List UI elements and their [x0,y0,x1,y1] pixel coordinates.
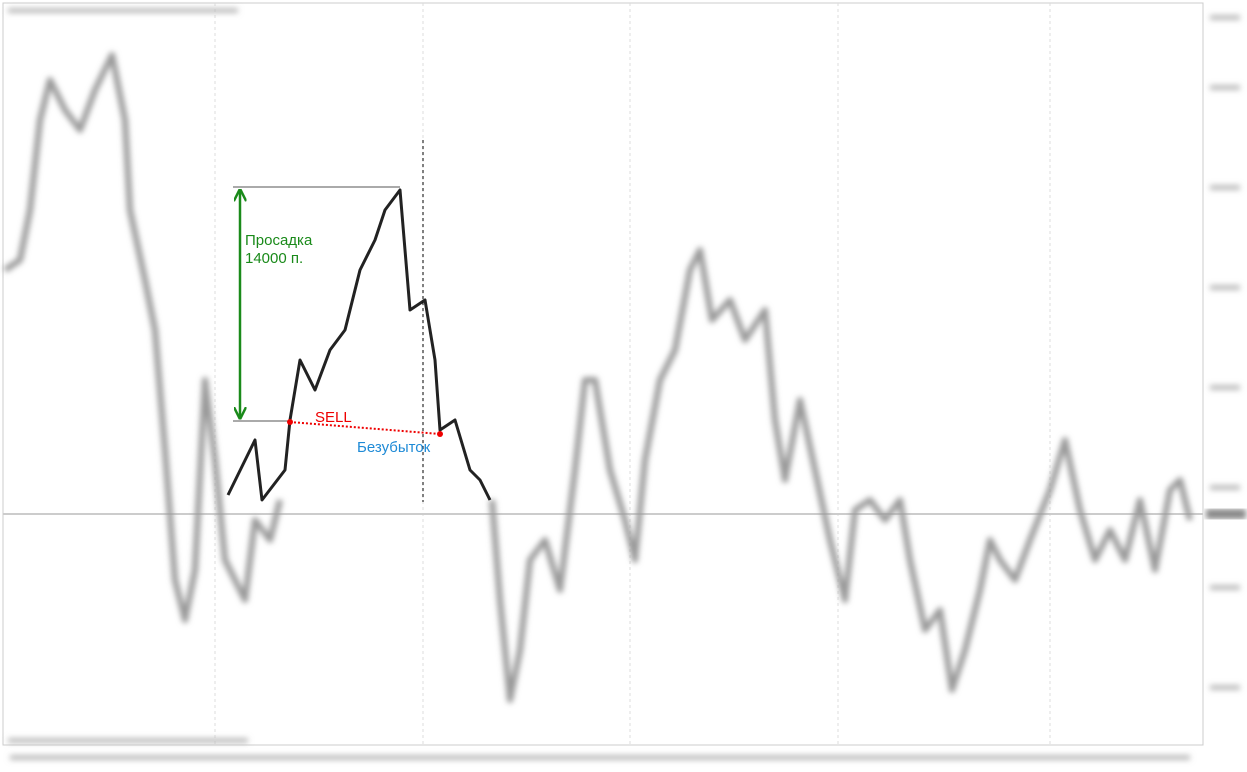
exit-point [437,431,443,437]
plot-frame [2,2,1204,746]
grid [214,3,1051,745]
drawdown-points: 14000 п. [245,250,303,267]
sell-label: SELL [315,409,352,426]
drawdown-label: Просадка [245,232,313,249]
breakeven-label: Безубыток [357,439,431,456]
entry-point [287,419,293,425]
blurred-price-line [3,52,283,623]
trade-line [289,421,441,435]
blurred-price-line [489,247,1193,703]
price-tag [1206,509,1246,519]
visible-candles [226,188,492,502]
axis-labels-blurred [8,8,1240,760]
